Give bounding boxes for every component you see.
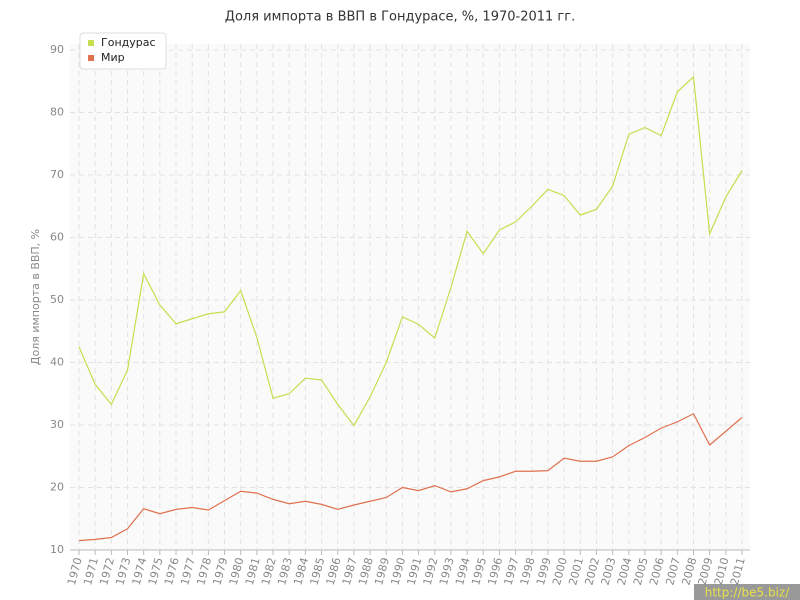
y-tick-label: 70 [50, 168, 64, 181]
plot-area [70, 44, 750, 550]
y-tick-label: 60 [50, 231, 64, 244]
series-line [78, 75, 743, 427]
y-tick-label: 10 [50, 543, 64, 556]
legend-box [79, 32, 167, 70]
y-tick-label: 90 [50, 43, 64, 56]
legend-swatch [88, 40, 94, 46]
watermark: http://be5.biz/ [705, 586, 790, 600]
chart-title: Доля импорта в ВВП в Гондурасе, %, 1970-… [225, 10, 575, 25]
y-axis-label: Доля импорта в ВВП, % [29, 229, 42, 365]
legend [79, 32, 167, 70]
y-tick-label: 50 [50, 293, 64, 306]
y-tick-label: 80 [50, 106, 64, 119]
legend-swatch [88, 55, 94, 61]
legend-label: Мир [101, 51, 125, 64]
watermark-box [694, 584, 800, 600]
series-line [78, 412, 743, 542]
y-tick-label: 20 [50, 481, 64, 494]
series-group [70, 44, 750, 550]
y-tick-label: 30 [50, 418, 64, 431]
legend-label: Гондурас [101, 36, 156, 49]
y-tick-label: 40 [50, 356, 64, 369]
